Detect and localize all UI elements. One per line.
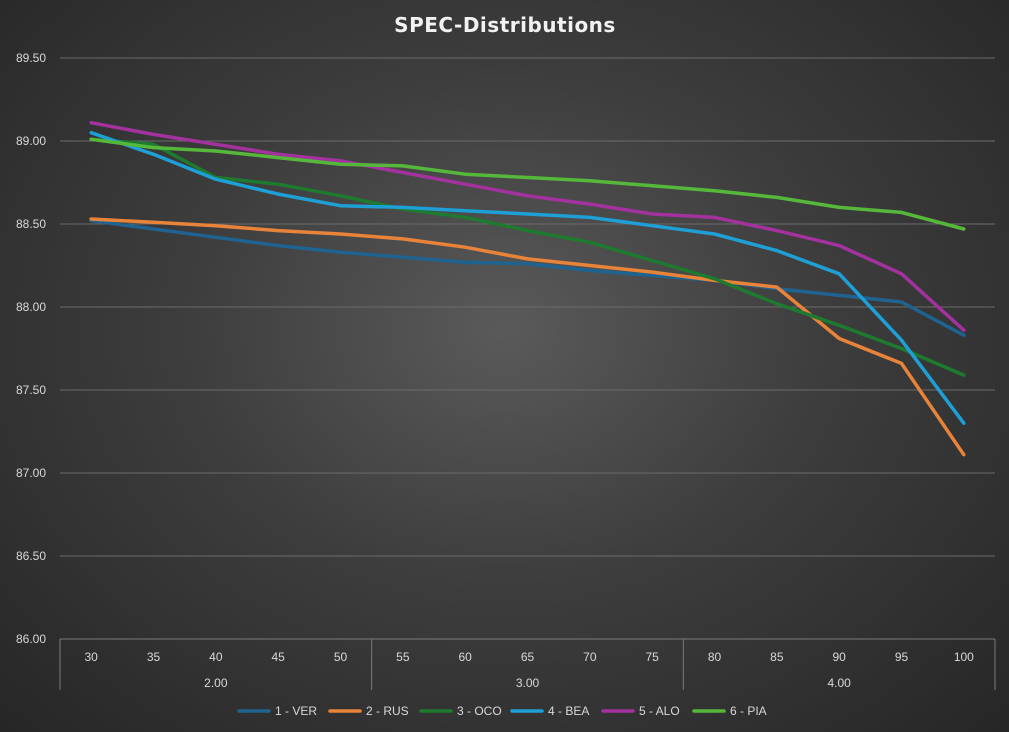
x-tick-label: 50 <box>334 650 348 664</box>
y-tick-label: 86.50 <box>16 549 46 563</box>
x-tick-label: 80 <box>708 650 722 664</box>
x-tick-label: 85 <box>770 650 784 664</box>
x-group-label: 3.00 <box>516 676 540 690</box>
legend: 1 - VER 2 - RUS 3 - OCO 4 - BEA 5 - ALO 6 - P… <box>237 704 767 718</box>
y-tick-label: 88.50 <box>16 217 46 231</box>
series-line-3-oco <box>89 137 966 377</box>
x-tick-label: 40 <box>209 650 223 664</box>
series-line-6-pia <box>89 137 966 231</box>
legend-label-3-oco: 3 - OCO <box>457 704 502 718</box>
series-line-4-bea <box>89 130 966 425</box>
gridlines <box>60 57 995 640</box>
x-tick-label: 70 <box>583 650 597 664</box>
x-tick-label: 30 <box>84 650 98 664</box>
x-tick-label: 45 <box>271 650 285 664</box>
y-axis-ticks: 86.00 86.50 87.00 87.50 88.00 88.50 89.00 89.50 <box>16 51 46 646</box>
series-lines <box>89 120 966 457</box>
x-group-label: 4.00 <box>827 676 851 690</box>
x-tick-label: 95 <box>895 650 909 664</box>
y-tick-label: 88.00 <box>16 300 46 314</box>
x-tick-label: 35 <box>147 650 161 664</box>
y-tick-label: 87.00 <box>16 466 46 480</box>
y-tick-label: 89.00 <box>16 134 46 148</box>
series-line-5-alo <box>89 120 966 332</box>
y-tick-label: 86.00 <box>16 632 46 646</box>
legend-label-5-alo: 5 - ALO <box>639 704 680 718</box>
x-tick-label: 75 <box>645 650 659 664</box>
series-line-2-rus <box>89 217 966 457</box>
x-tick-label: 65 <box>521 650 535 664</box>
x-tick-label: 55 <box>396 650 410 664</box>
y-tick-label: 89.50 <box>16 51 46 65</box>
x-axis: 30 35 40 45 50 55 60 65 70 75 80 85 90 95 100 2.00 3.00 4… <box>59 639 996 690</box>
legend-label-4-bea: 4 - BEA <box>548 704 589 718</box>
x-tick-label: 90 <box>832 650 846 664</box>
legend-label-1-ver: 1 - VER <box>275 704 317 718</box>
legend-label-6-pia: 6 - PIA <box>730 704 767 718</box>
x-tick-label: 60 <box>458 650 472 664</box>
legend-label-2-rus: 2 - RUS <box>366 704 409 718</box>
series-line-1-ver <box>89 218 966 337</box>
x-group-label: 2.00 <box>204 676 228 690</box>
y-tick-label: 87.50 <box>16 383 46 397</box>
chart-title: SPEC-Distributions <box>394 13 616 37</box>
x-tick-label: 100 <box>954 650 974 664</box>
